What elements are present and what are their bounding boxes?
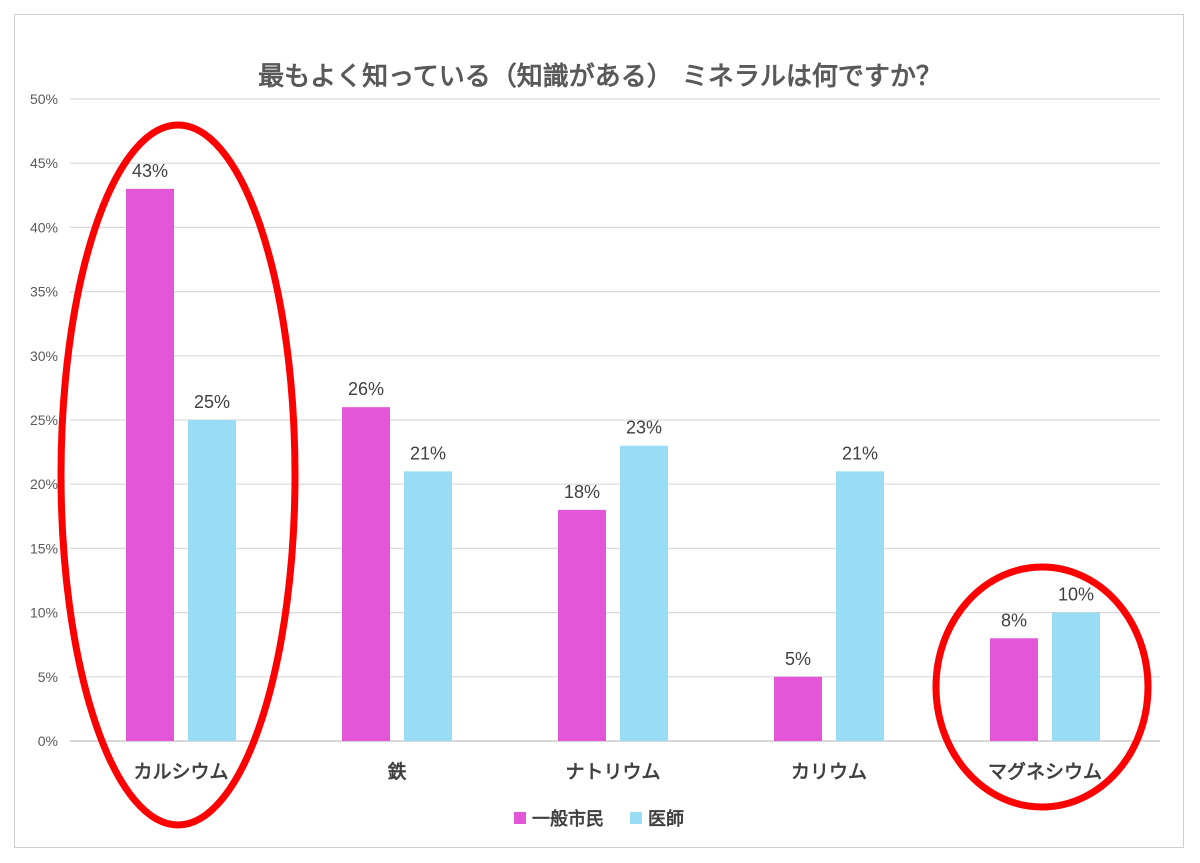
category-label: ナトリウム	[565, 761, 660, 783]
bar	[404, 471, 452, 741]
bar	[126, 188, 174, 741]
highlight-ellipse	[57, 121, 299, 829]
legend: 一般市民 医師	[514, 808, 684, 830]
category-label: カルシウム	[133, 761, 228, 783]
y-tick-label: 25%	[30, 412, 58, 428]
y-tick-label: 15%	[30, 540, 58, 556]
highlight-ellipse	[932, 563, 1152, 811]
y-tick-label: 5%	[38, 669, 58, 685]
data-label: 25%	[194, 392, 230, 412]
legend-swatch	[514, 812, 526, 824]
bar	[774, 676, 822, 741]
data-label: 5%	[785, 649, 811, 669]
legend-swatch	[630, 812, 642, 824]
bars	[126, 188, 1100, 741]
y-tick-label: 20%	[30, 476, 58, 492]
data-labels: 43% 25% 26% 21% 18% 23% 5% 21% 8% 10%	[132, 161, 1094, 669]
legend-label: 一般市民	[532, 808, 604, 830]
category-label: マグネシウム	[988, 760, 1102, 783]
bar	[836, 471, 884, 741]
bar	[620, 445, 668, 741]
y-tick-label: 50%	[30, 91, 58, 107]
y-tick-label: 10%	[30, 605, 58, 621]
data-label: 23%	[626, 418, 662, 438]
bar	[188, 420, 236, 741]
y-tick-label: 30%	[30, 348, 58, 364]
data-label: 26%	[348, 379, 384, 399]
data-label: 18%	[564, 482, 600, 502]
y-axis: 0% 5% 10% 15% 20% 25% 30% 35% 40% 45% 50%	[30, 91, 58, 749]
highlight-ellipses	[57, 121, 1152, 829]
data-label: 21%	[842, 443, 878, 463]
bar	[990, 638, 1038, 741]
data-label: 43%	[132, 161, 168, 181]
category-label: カリウム	[791, 761, 867, 783]
chart-title: 最もよく知っている（知識がある） ミネラルは何ですか？	[258, 61, 942, 92]
y-tick-label: 40%	[30, 219, 58, 235]
legend-label: 医師	[648, 808, 684, 830]
bar	[1052, 612, 1100, 741]
x-axis: カルシウム 鉄 ナトリウム カリウム マグネシウム	[133, 760, 1102, 783]
y-tick-label: 0%	[38, 733, 58, 749]
data-label: 10%	[1058, 585, 1094, 605]
bar	[558, 509, 606, 741]
bar	[342, 407, 390, 741]
data-label: 21%	[410, 443, 446, 463]
y-tick-label: 35%	[30, 284, 58, 300]
y-tick-label: 45%	[30, 155, 58, 171]
data-label: 8%	[1001, 610, 1027, 630]
category-label: 鉄	[387, 760, 406, 783]
